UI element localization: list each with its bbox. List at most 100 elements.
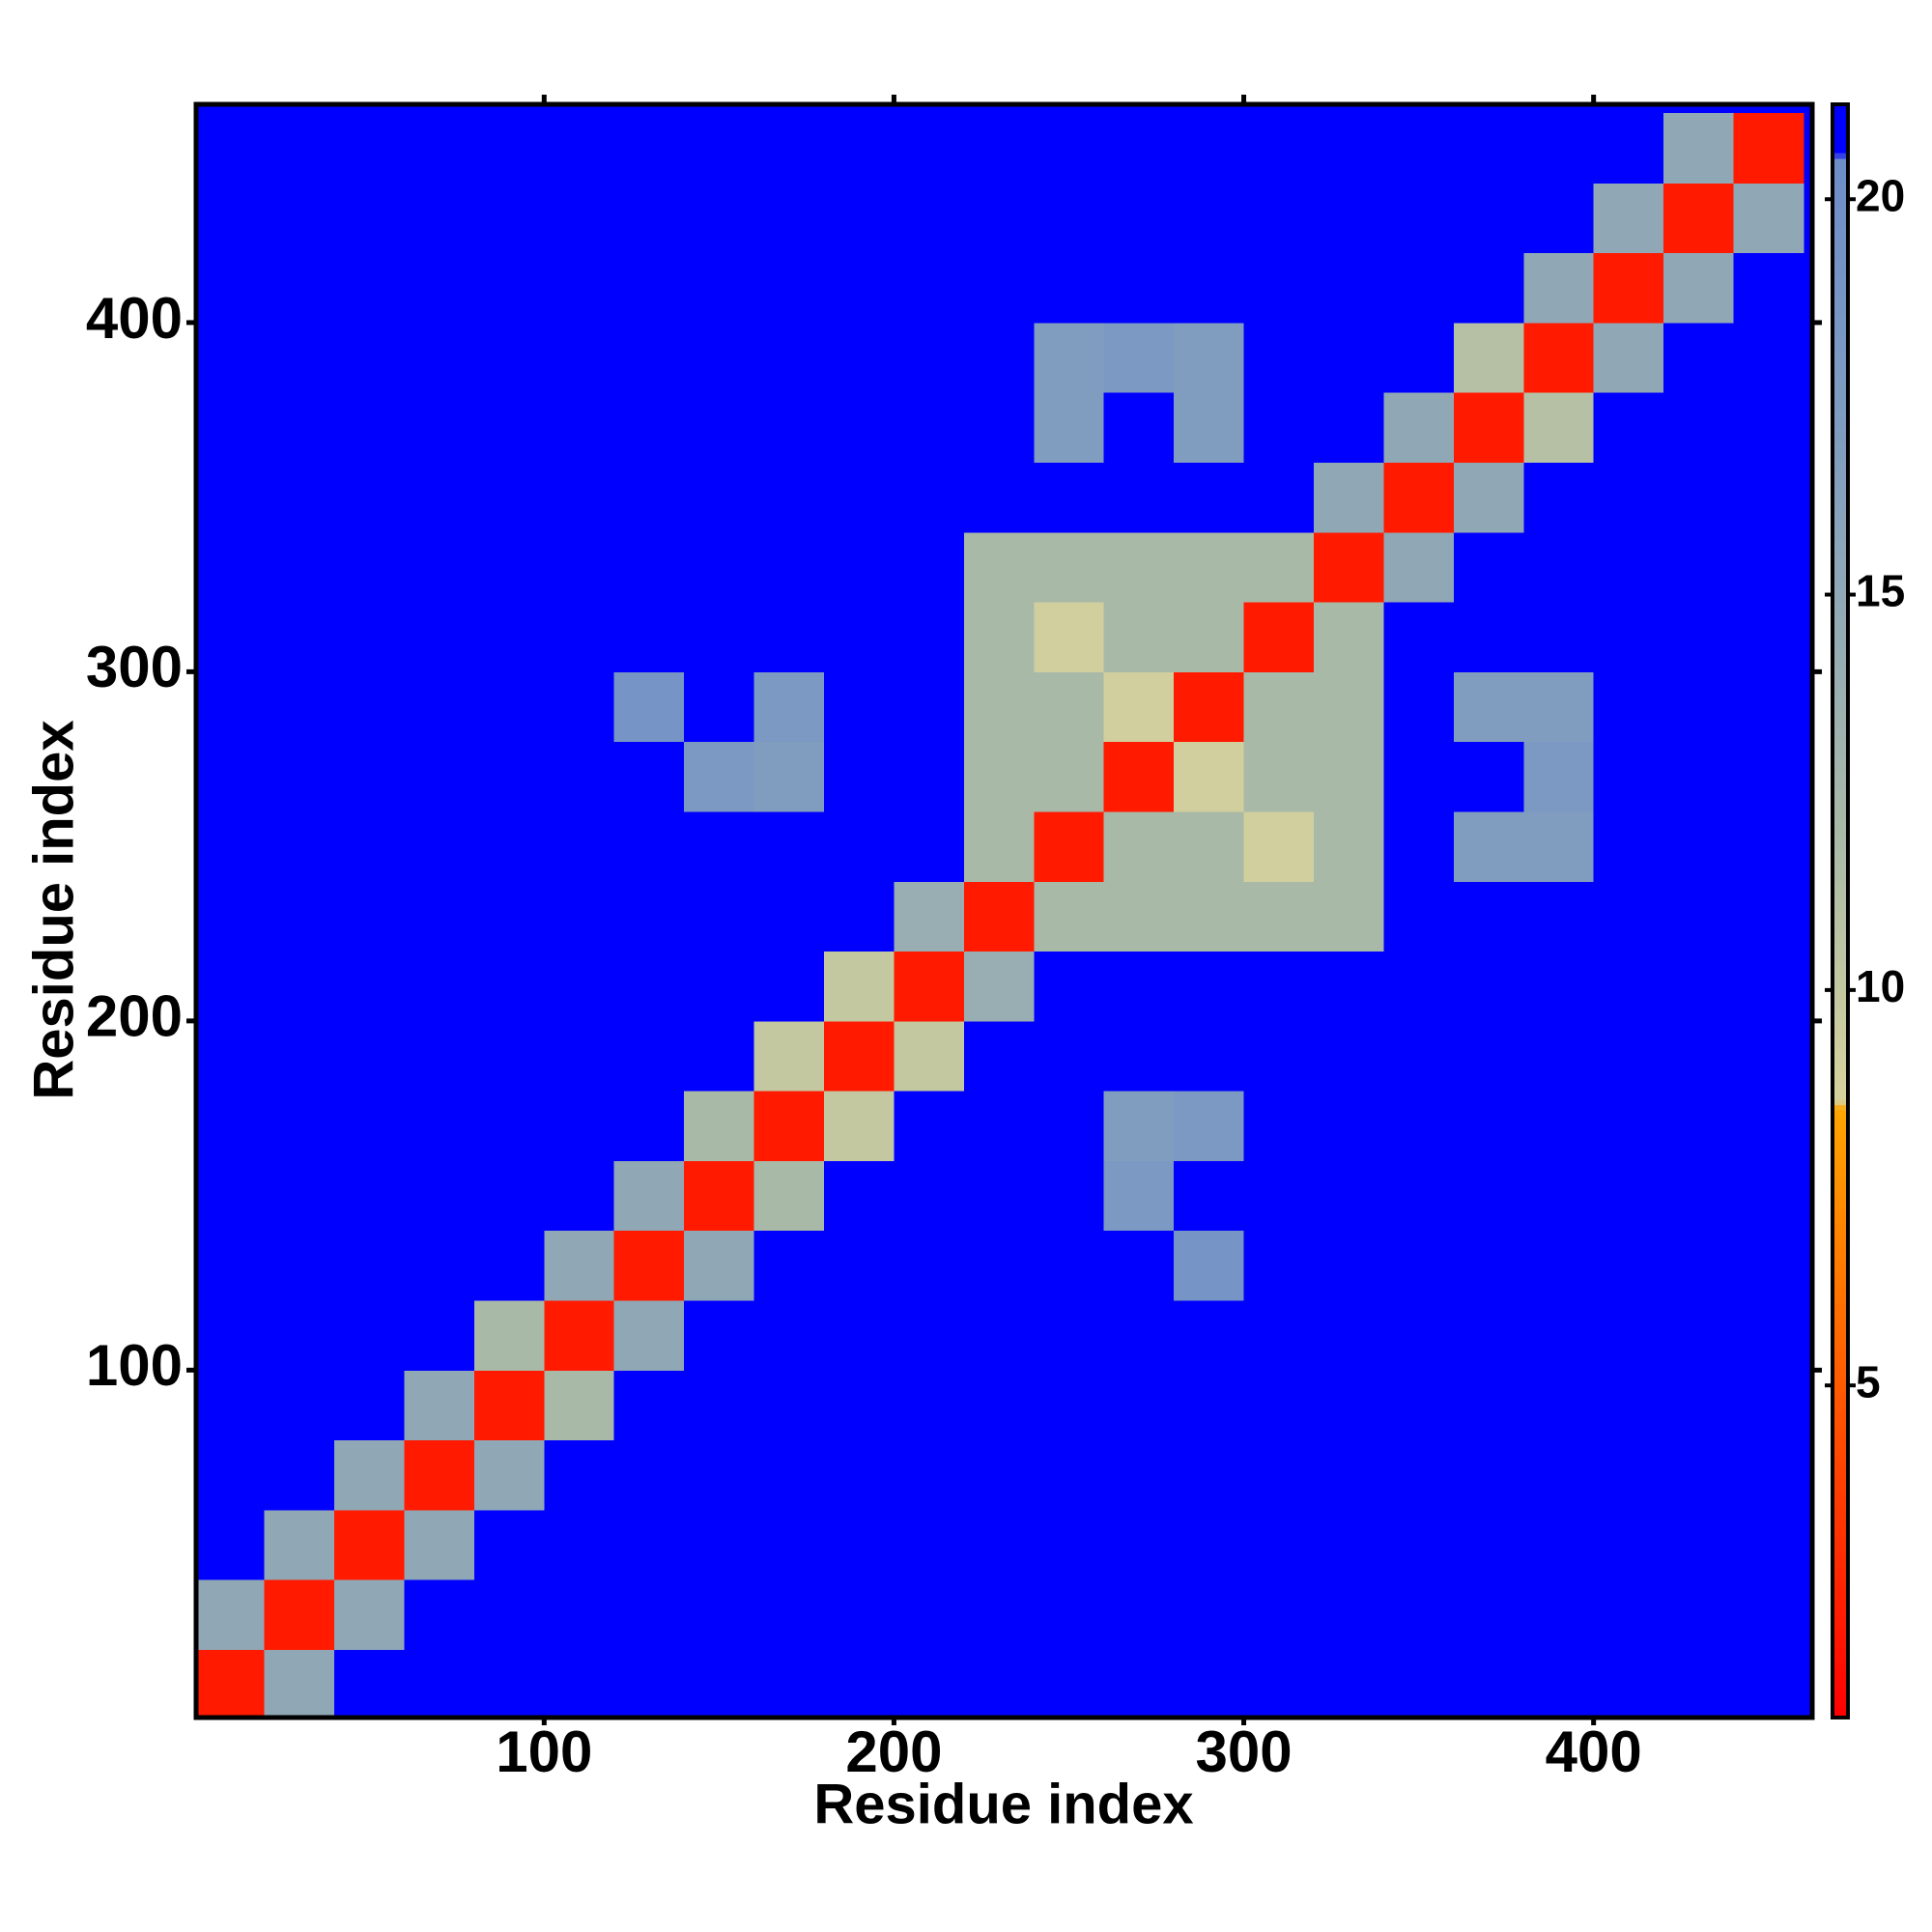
- colorbar-segment: [1833, 1695, 1848, 1702]
- heatmap-cell: [544, 531, 615, 603]
- colorbar-segment: [1833, 1035, 1848, 1041]
- colorbar-segment: [1833, 706, 1848, 713]
- colorbar-segment: [1833, 911, 1848, 918]
- heatmap-cell: [613, 1020, 685, 1092]
- heatmap-cell: [1453, 1649, 1524, 1720]
- colorbar-tick-label: 15: [1856, 566, 1905, 616]
- heatmap-cell: [753, 1509, 825, 1580]
- heatmap-cell: [1593, 810, 1664, 882]
- colorbar-segment: [1833, 991, 1848, 998]
- heatmap-cell: [753, 741, 825, 812]
- heatmap-cell: [1593, 1020, 1664, 1092]
- colorbar-segment: [1833, 1459, 1848, 1465]
- heatmap-cell: [404, 1370, 475, 1441]
- colorbar-segment: [1833, 1357, 1848, 1364]
- heatmap-cell: [264, 1439, 335, 1511]
- heatmap-cell: [1383, 252, 1455, 324]
- heatmap-cell: [963, 392, 1035, 464]
- colorbar-segment: [1833, 153, 1848, 159]
- heatmap-cell: [1034, 252, 1105, 324]
- colorbar-segment: [1833, 1626, 1848, 1633]
- heatmap-cell: [894, 1579, 965, 1651]
- heatmap-cell: [1103, 810, 1175, 882]
- colorbar-segment: [1833, 325, 1848, 331]
- heatmap-cell: [1103, 1160, 1175, 1232]
- colorbar-segment: [1833, 1523, 1848, 1530]
- heatmap-cell: [1313, 183, 1384, 254]
- heatmap-cell: [194, 951, 266, 1022]
- heatmap-cell: [1383, 881, 1455, 952]
- heatmap-cell: [963, 741, 1035, 812]
- heatmap-cell: [1243, 1370, 1315, 1441]
- heatmap-cell: [963, 810, 1035, 882]
- x-tick-label: 300: [1195, 1719, 1292, 1784]
- colorbar-segment: [1833, 937, 1848, 944]
- heatmap-cell: [1593, 1160, 1664, 1232]
- heatmap-cell: [1313, 671, 1384, 743]
- colorbar-segment: [1833, 1201, 1848, 1208]
- colorbar-segment: [1833, 926, 1848, 933]
- heatmap-cell: [753, 1230, 825, 1301]
- colorbar-segment: [1833, 750, 1848, 756]
- colorbar-segment: [1833, 174, 1848, 181]
- heatmap-cell: [1663, 183, 1735, 254]
- heatmap-cell: [1453, 951, 1524, 1022]
- colorbar-segment: [1833, 980, 1848, 987]
- colorbar-segment: [1833, 195, 1848, 202]
- heatmap-cell: [1593, 252, 1664, 324]
- heatmap-cell: [1523, 881, 1595, 952]
- heatmap-cell: [473, 1370, 545, 1441]
- heatmap-cell: [1243, 1020, 1315, 1092]
- colorbar-segment: [1833, 1454, 1848, 1461]
- colorbar-segment: [1833, 329, 1848, 336]
- heatmap-cell: [404, 1230, 475, 1301]
- heatmap-cell: [824, 322, 895, 393]
- heatmap-cell: [334, 531, 405, 603]
- heatmap-cell: [1453, 1020, 1524, 1092]
- heatmap-cell: [544, 1509, 615, 1580]
- colorbar-segment: [1833, 1179, 1848, 1186]
- heatmap-cell: [1034, 1509, 1105, 1580]
- colorbar-segment: [1833, 1293, 1848, 1299]
- heatmap-cell: [684, 183, 755, 254]
- heatmap-cell: [264, 1579, 335, 1651]
- heatmap-cell: [1174, 183, 1245, 254]
- heatmap-cell: [264, 392, 335, 464]
- colorbar-segment: [1833, 754, 1848, 761]
- heatmap-cell: [1174, 1649, 1245, 1720]
- heatmap-cell: [404, 252, 475, 324]
- colorbar-segment: [1833, 1287, 1848, 1293]
- heatmap-cell: [1034, 671, 1105, 743]
- heatmap-cell: [1523, 741, 1595, 812]
- heatmap-cell: [684, 1649, 755, 1720]
- heatmap-cell: [824, 1439, 895, 1511]
- colorbar-segment: [1833, 1395, 1848, 1402]
- colorbar-segment: [1833, 975, 1848, 981]
- heatmap-cell: [1034, 810, 1105, 882]
- colorbar-segment: [1833, 1244, 1848, 1251]
- heatmap-cell: [1593, 531, 1664, 603]
- heatmap-cell: [473, 1020, 545, 1092]
- heatmap-cell: [1103, 1370, 1175, 1441]
- heatmap-cell: [544, 951, 615, 1022]
- heatmap-cell: [544, 602, 615, 672]
- heatmap-cell: [1593, 1509, 1664, 1580]
- heatmap-cell: [1243, 1439, 1315, 1511]
- colorbar-segment: [1833, 685, 1848, 692]
- heatmap-cell: [1523, 951, 1595, 1022]
- colorbar-segment: [1833, 862, 1848, 869]
- heatmap-cell: [404, 602, 475, 672]
- heatmap-cell: [1034, 1091, 1105, 1161]
- heatmap-cell: [1523, 810, 1595, 882]
- heatmap-cell: [684, 531, 755, 603]
- colorbar-segment: [1833, 1609, 1848, 1616]
- heatmap-cell: [1034, 951, 1105, 1022]
- heatmap-cell: [1523, 392, 1595, 464]
- heatmap-cell: [473, 1509, 545, 1580]
- heatmap-cell: [334, 951, 405, 1022]
- heatmap-cell: [264, 881, 335, 952]
- colorbar-segment: [1833, 539, 1848, 547]
- colorbar-segment: [1833, 1335, 1848, 1342]
- colorbar-segment: [1833, 216, 1848, 224]
- heatmap-cell: [1733, 392, 1804, 464]
